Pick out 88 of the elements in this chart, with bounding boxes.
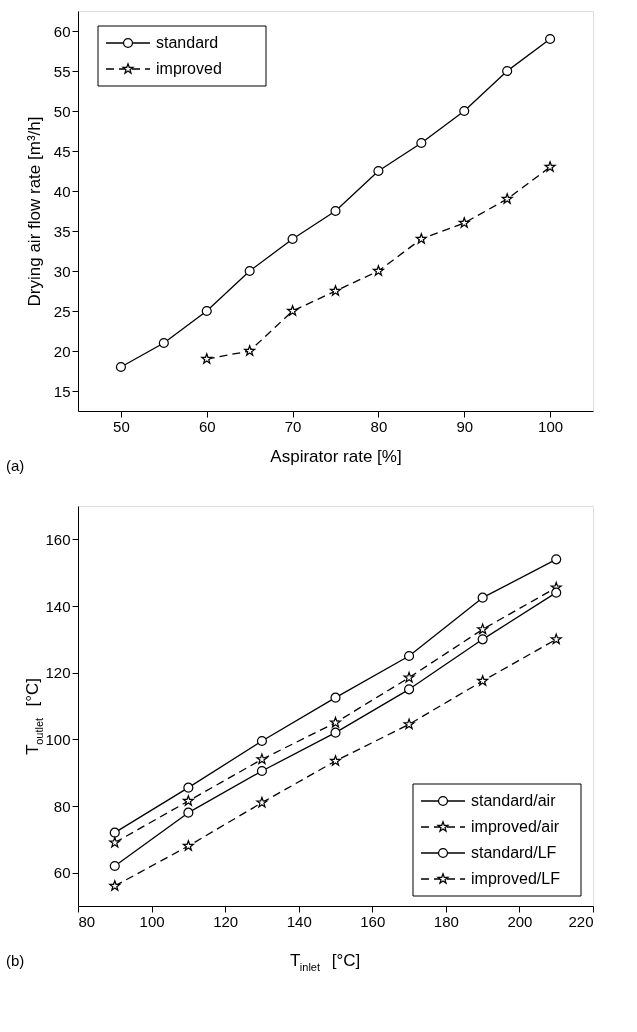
point: [551, 587, 562, 598]
x-tick-label: 140: [286, 912, 312, 930]
point: [477, 675, 489, 686]
point: [287, 233, 298, 245]
point: [544, 161, 556, 172]
y-tick-label: 15: [53, 382, 71, 400]
text: (b): [6, 952, 25, 969]
y-tick-label: 35: [53, 222, 71, 240]
point: [182, 795, 194, 806]
y-tick-label: 20: [53, 342, 71, 360]
point: [244, 265, 255, 277]
legend-label: standard/LF: [471, 844, 557, 861]
y-tick-label: 120: [45, 664, 71, 682]
point: [477, 592, 488, 603]
legend-label: standard: [156, 34, 219, 51]
x-tick-label: 180: [433, 912, 459, 930]
x-tick-label: 120: [213, 912, 239, 930]
x-tick-label: 80: [78, 912, 96, 930]
point: [551, 554, 562, 565]
y-tick-label: 160: [45, 530, 71, 548]
point: [550, 633, 562, 645]
point: [404, 650, 415, 662]
x-axis-title: Aspirator rate [%]: [270, 446, 402, 466]
point: [330, 205, 341, 217]
point: [287, 305, 299, 316]
y-tick-label: 55: [53, 62, 71, 80]
x-tick-label: 100: [538, 417, 564, 435]
point: [502, 65, 513, 77]
point: [330, 692, 341, 703]
y-axis-title: Toutlet [°C]: [23, 678, 45, 755]
point: [415, 233, 427, 244]
x-tick-label: 80: [370, 417, 388, 435]
point: [403, 718, 415, 730]
point: [545, 33, 556, 45]
x-tick-label: 50: [113, 417, 130, 435]
point: [403, 671, 415, 683]
y-tick-label: 45: [53, 142, 71, 160]
y-tick-label: 140: [45, 597, 71, 615]
point: [477, 623, 489, 635]
x-tick-label: 90: [456, 417, 474, 435]
y-tick-label: 30: [53, 262, 71, 280]
point: [256, 765, 267, 777]
point: [158, 337, 169, 349]
legend-label: improved: [156, 60, 222, 77]
legend-label: standard/air: [471, 792, 557, 809]
point: [372, 265, 384, 276]
point: [329, 285, 342, 296]
point: [201, 305, 212, 317]
point: [404, 684, 415, 695]
y-tick-label: 80: [53, 797, 71, 815]
point: [182, 840, 194, 851]
point: [256, 735, 267, 747]
point: [183, 807, 194, 818]
point: [459, 105, 470, 117]
y-tick-label: 25: [53, 302, 71, 320]
point: [115, 361, 126, 373]
y-tick-label: 60: [53, 22, 71, 40]
point: [109, 827, 120, 838]
legend-label: improved/LF: [471, 870, 561, 887]
y-tick-label: 100: [45, 730, 71, 748]
point: [244, 345, 256, 356]
point: [201, 353, 213, 364]
point: [109, 880, 121, 891]
point: [373, 165, 384, 177]
x-tick-label: 70: [284, 417, 302, 435]
point: [477, 634, 488, 645]
y-axis-title: Drying air flow rate [m³/h]: [24, 116, 44, 307]
point: [109, 836, 121, 848]
y-tick-label: 50: [53, 102, 71, 120]
x-tick-label: 160: [360, 912, 386, 930]
point: [329, 755, 342, 766]
point: [183, 782, 194, 793]
point: [256, 796, 268, 808]
x-tick-label: 60: [198, 417, 216, 435]
point: [109, 860, 120, 872]
x-tick-label: 200: [507, 912, 533, 930]
point: [256, 753, 268, 765]
legend-label: improved/air: [471, 818, 560, 835]
point: [330, 727, 341, 738]
point: [416, 137, 427, 149]
text: (a): [6, 457, 25, 474]
point: [501, 193, 513, 204]
y-tick-label: 40: [53, 182, 71, 200]
x-tick-label: 100: [139, 912, 165, 930]
point: [329, 716, 342, 728]
y-tick-label: 60: [53, 864, 71, 882]
point: [458, 217, 470, 228]
x-tick-label: 220: [568, 912, 594, 930]
